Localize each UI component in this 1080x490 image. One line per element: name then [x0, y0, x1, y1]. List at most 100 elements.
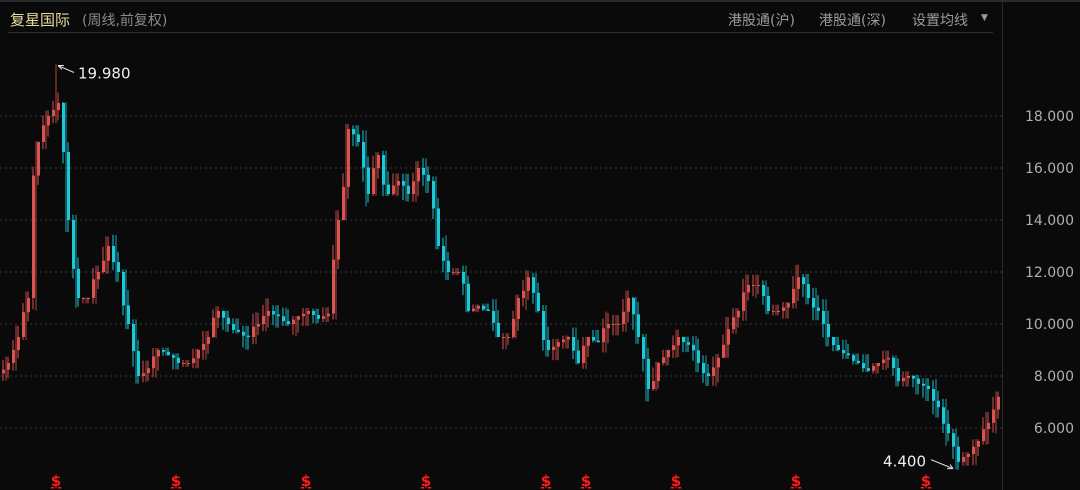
candle-body	[557, 342, 560, 347]
y-tick-label: 8.000	[1034, 369, 1074, 385]
dividend-icon[interactable]: $	[581, 472, 591, 490]
candle	[892, 355, 900, 387]
candle	[302, 307, 310, 326]
candle-body	[887, 357, 890, 360]
candle-body	[387, 184, 390, 194]
candle-body	[747, 285, 750, 293]
candle	[232, 318, 240, 334]
dividend-icon[interactable]: $	[541, 472, 551, 490]
candle-body	[507, 337, 510, 338]
candle	[162, 347, 170, 356]
candle-body	[162, 350, 165, 352]
candle	[962, 452, 970, 466]
hk-connect-shenzhen-link[interactable]: 港股通(深)	[819, 13, 886, 29]
candle-body	[422, 168, 425, 175]
candle-body	[762, 285, 765, 296]
candle	[332, 210, 340, 320]
candle-body	[182, 363, 185, 364]
candle	[442, 235, 450, 280]
candle-body	[997, 396, 1000, 410]
candle-body	[177, 357, 180, 363]
candle-body	[232, 324, 235, 330]
dividend-icon[interactable]: $	[171, 472, 181, 490]
candle-body	[352, 129, 355, 135]
candle-body	[592, 337, 595, 341]
candle-body	[167, 351, 170, 356]
set-moving-average-button[interactable]: 设置均线	[912, 13, 968, 29]
candle-body	[172, 355, 175, 358]
candle	[712, 353, 720, 387]
candle	[582, 336, 590, 369]
candle-body	[782, 307, 785, 311]
candle-body	[477, 305, 480, 309]
candle	[32, 141, 40, 311]
candle	[42, 110, 50, 150]
candle	[742, 274, 750, 321]
candle	[562, 335, 570, 349]
candle-body	[197, 350, 200, 359]
dropdown-caret-icon[interactable]: ▼	[981, 13, 988, 23]
candle-body	[427, 174, 430, 181]
dividend-icon[interactable]: $	[51, 472, 61, 490]
candle	[342, 123, 350, 221]
candle	[532, 272, 540, 313]
candle-body	[152, 356, 155, 369]
candle-body	[502, 337, 505, 338]
dividend-icon[interactable]: $	[791, 472, 801, 490]
candle-body	[642, 337, 645, 359]
candle-body	[637, 314, 640, 337]
candle-body	[607, 324, 610, 329]
candle-body	[417, 168, 420, 182]
candle-body	[937, 400, 940, 408]
max-arrow-line	[57, 65, 75, 73]
candle	[242, 325, 250, 350]
candle-body	[77, 268, 80, 298]
candle-body	[202, 343, 205, 350]
candle-body	[697, 350, 700, 363]
candle-body	[337, 220, 340, 260]
candle-body	[757, 285, 760, 286]
candle-body	[187, 363, 190, 364]
candle	[62, 101, 70, 233]
dividend-icon[interactable]: $	[421, 472, 431, 490]
candle	[372, 152, 380, 196]
candle-body	[537, 292, 540, 311]
candle	[482, 303, 490, 312]
candle-body	[877, 363, 880, 367]
candle	[692, 336, 700, 373]
candle	[722, 316, 730, 358]
candle-body	[277, 314, 280, 317]
candle-body	[242, 331, 245, 336]
candle-body	[272, 311, 275, 315]
candle-body	[907, 376, 910, 378]
candle-body	[397, 181, 400, 186]
hk-connect-shanghai-link[interactable]: 港股通(沪)	[728, 13, 795, 29]
candle-body	[92, 279, 95, 298]
candle-body	[302, 313, 305, 317]
candle	[112, 234, 120, 282]
candle-body	[42, 125, 45, 142]
candle	[82, 297, 90, 304]
candle	[822, 299, 830, 347]
candle	[872, 362, 880, 374]
candle-body	[712, 367, 715, 376]
candle-body	[147, 368, 150, 374]
candle-body	[432, 181, 435, 209]
candle	[832, 336, 840, 352]
candle	[772, 304, 780, 316]
candle-body	[892, 357, 895, 368]
dividend-icon[interactable]: $	[921, 472, 931, 490]
candle-body	[437, 208, 440, 246]
candle-body	[357, 134, 360, 142]
dividend-icon[interactable]: $	[301, 472, 311, 490]
candle-body	[547, 340, 550, 350]
candle-body	[192, 358, 195, 363]
candle-body	[297, 316, 300, 320]
candle-body	[932, 389, 935, 401]
candle-body	[797, 277, 800, 289]
dividend-icon[interactable]: $	[671, 472, 681, 490]
candle	[282, 307, 290, 327]
candle	[752, 274, 760, 298]
candle-body	[767, 295, 770, 311]
